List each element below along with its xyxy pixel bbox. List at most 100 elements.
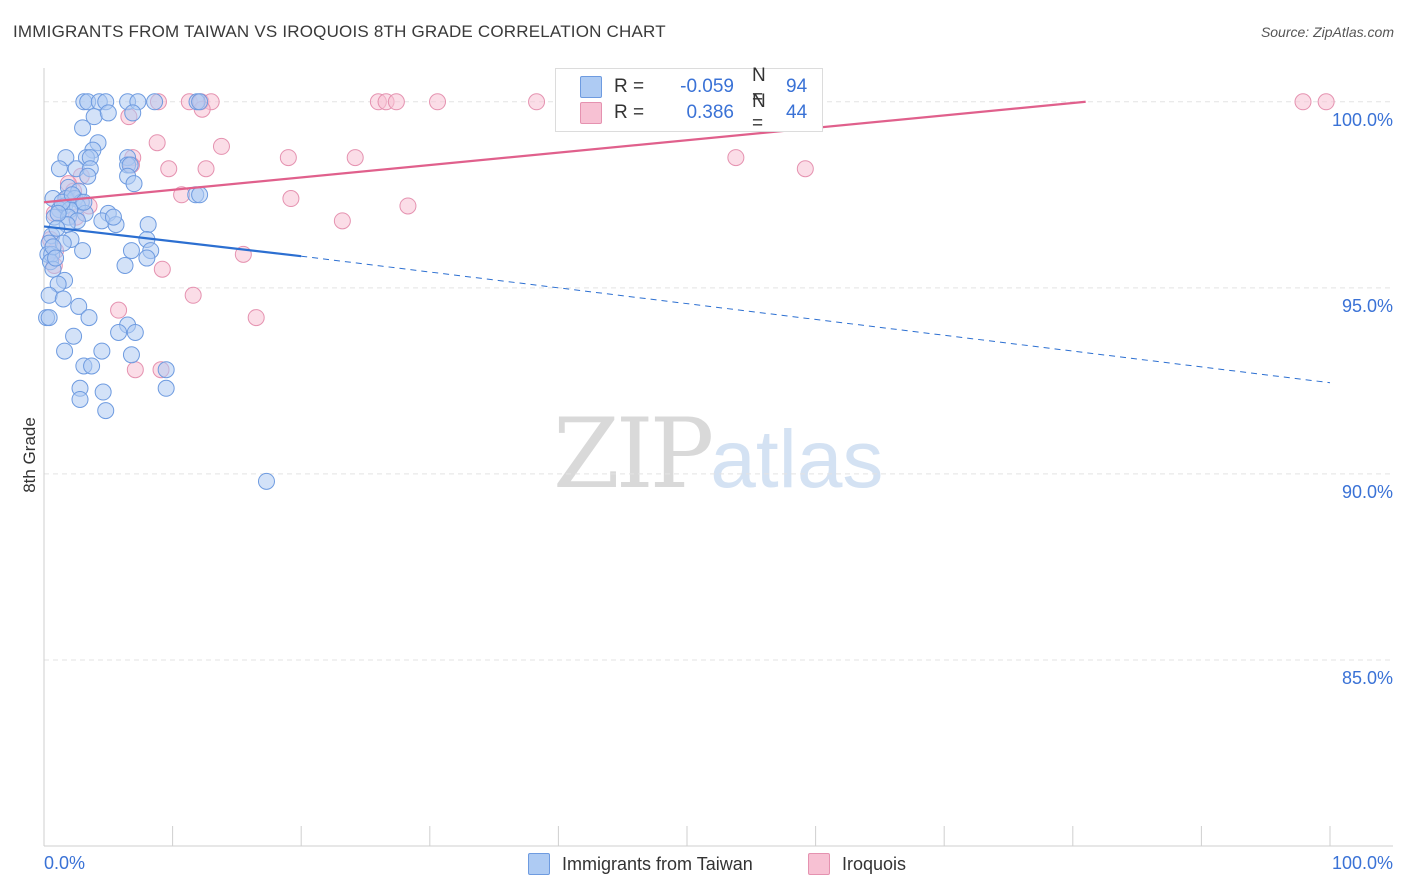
iroquois-point [148, 134, 166, 152]
x-tick-label: 100.0% [1332, 853, 1393, 873]
chart-title: IMMIGRANTS FROM TAIWAN VS IROQUOIS 8TH G… [13, 22, 666, 41]
legend-r-label: R = [614, 76, 645, 97]
taiwan-point [74, 242, 92, 260]
taiwan-point [71, 390, 89, 408]
taiwan-point [110, 323, 128, 341]
iroquois-point [528, 93, 546, 111]
taiwan-point [49, 204, 67, 222]
legend-n-label: N = [752, 91, 766, 134]
legend-swatch-iroquois [580, 102, 602, 124]
taiwan-point [126, 323, 144, 341]
iroquois-point [126, 361, 144, 379]
iroquois-point [333, 212, 351, 230]
taiwan-point [139, 216, 157, 234]
legend-row-taiwan: R = -0.059 N = 94 [556, 65, 808, 108]
y-tick-label: 85.0% [1342, 668, 1393, 688]
iroquois-point [153, 260, 171, 278]
legend-label-iroquois: Iroquois [842, 853, 907, 874]
legend-r-value: 0.386 [686, 102, 734, 123]
iroquois-point [282, 190, 300, 208]
y-tick-label: 100.0% [1332, 110, 1393, 130]
iroquois-point [796, 160, 814, 178]
taiwan-point [125, 175, 143, 193]
legend-item-iroquois[interactable]: Iroquois [808, 853, 906, 875]
trend-lines [43, 100, 1331, 384]
iroquois-point [247, 309, 265, 327]
iroquois-point [399, 197, 417, 215]
iroquois-point [110, 301, 128, 319]
taiwan-point [74, 119, 92, 137]
source-credit: Source: ZipAtlas.com [1260, 24, 1394, 40]
taiwan-point [49, 275, 67, 293]
taiwan-point [138, 249, 156, 267]
legend-n-value: 44 [786, 102, 808, 123]
taiwan-point [99, 104, 117, 122]
taiwan-point [79, 167, 97, 185]
taiwan-point [122, 346, 140, 364]
taiwan-point [75, 193, 93, 211]
axes [43, 68, 1393, 847]
legend-r-value: -0.059 [680, 76, 734, 97]
legend-n-value: 94 [786, 76, 808, 97]
series-legend: Immigrants from Taiwan Iroquois [0, 850, 1406, 880]
taiwan-point [94, 383, 112, 401]
taiwan-point [56, 342, 74, 360]
taiwan-point [157, 379, 175, 397]
taiwan-point [65, 327, 83, 345]
taiwan-point [146, 93, 164, 111]
iroquois-point [727, 149, 745, 167]
y-tick-label: 95.0% [1342, 296, 1393, 316]
taiwan-point [93, 342, 111, 360]
tick-labels: 100.0% 95.0% 90.0% 85.0% 0.0% 100.0% [44, 110, 1393, 873]
iroquois-point [1317, 93, 1335, 111]
taiwan-point [257, 472, 275, 490]
y-axis-label: 8th Grade [20, 417, 39, 493]
taiwan-point [97, 402, 115, 420]
taiwan-point [191, 93, 209, 111]
legend-row-iroquois: R = 0.386 N = 44 [556, 91, 808, 134]
iroquois-point [387, 93, 405, 111]
iroquois-point [279, 149, 297, 167]
legend-item-taiwan[interactable]: Immigrants from Taiwan [528, 853, 753, 875]
taiwan-trend-solid [43, 225, 302, 258]
watermark-atlas: atlas [710, 414, 884, 505]
iroquois-trend [43, 100, 1086, 204]
legend-swatch-taiwan [580, 76, 602, 98]
legend-label-taiwan: Immigrants from Taiwan [562, 853, 753, 874]
taiwan-point [124, 104, 142, 122]
grid-lines [44, 101, 1393, 661]
taiwan-point [157, 361, 175, 379]
legend-r-label: R = [614, 102, 645, 123]
x-tick-label: 0.0% [44, 853, 85, 873]
taiwan-point [116, 257, 134, 274]
taiwan-point [122, 242, 140, 260]
taiwan-point [40, 309, 58, 327]
iroquois-point [1294, 93, 1312, 111]
iroquois-point [212, 137, 230, 155]
iroquois-point [429, 93, 447, 111]
iroquois-point [160, 160, 178, 178]
taiwan-point [70, 297, 88, 315]
taiwan-trend-dashed [301, 255, 1331, 384]
y-axis-label-group: 8th Grade [20, 417, 39, 493]
iroquois-point [346, 149, 364, 167]
taiwan-point [80, 309, 98, 327]
taiwan-point [54, 290, 72, 308]
legend-swatch-taiwan [528, 853, 550, 875]
y-tick-label: 90.0% [1342, 482, 1393, 502]
stats-legend: R = -0.059 N = 94 R = 0.386 N = 44 [555, 65, 823, 134]
taiwan-point [40, 286, 58, 304]
iroquois-points [41, 93, 1335, 379]
iroquois-point [197, 160, 215, 178]
taiwan-point [191, 186, 209, 204]
taiwan-point [104, 208, 122, 226]
taiwan-points [38, 93, 275, 490]
taiwan-point [83, 357, 101, 375]
watermark-zip: ZIP [553, 398, 714, 510]
taiwan-point [47, 249, 65, 267]
legend-n-label: N = [752, 65, 766, 108]
zipatlas-watermark: ZIPatlas [553, 398, 883, 510]
taiwan-point [50, 160, 68, 178]
iroquois-point [184, 286, 202, 304]
